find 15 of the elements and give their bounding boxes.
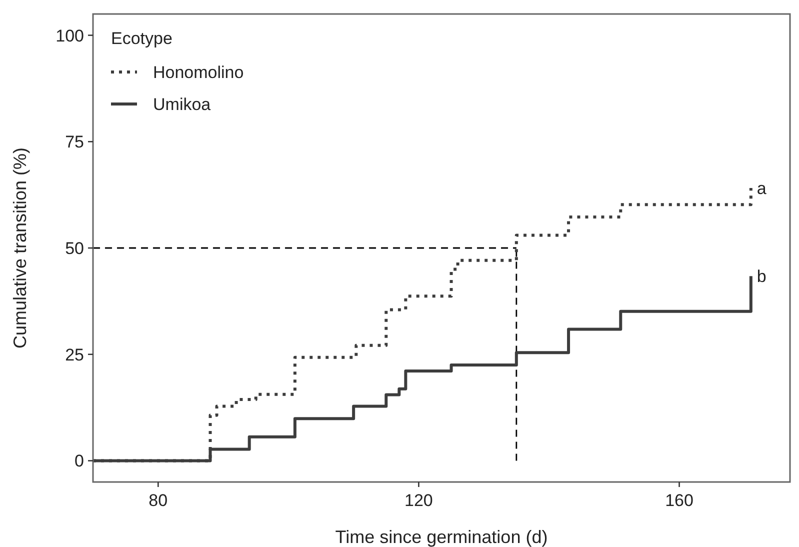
legend-label: Umikoa bbox=[153, 95, 212, 114]
y-tick-label: 25 bbox=[65, 345, 84, 364]
legend-title: Ecotype bbox=[111, 29, 172, 48]
y-axis-title: Cumulative transition (%) bbox=[10, 147, 30, 349]
x-tick-label: 160 bbox=[665, 491, 694, 510]
y-tick-label: 0 bbox=[74, 452, 84, 471]
x-tick-label: 80 bbox=[148, 491, 168, 510]
y-tick-label: 50 bbox=[65, 239, 84, 258]
y-tick-label: 75 bbox=[65, 132, 84, 152]
y-tick-label: 100 bbox=[56, 26, 84, 46]
annotation: b bbox=[756, 267, 766, 286]
legend-label: Honomolino bbox=[153, 63, 244, 82]
x-tick-label: 120 bbox=[404, 491, 433, 510]
annotation: a bbox=[756, 179, 767, 198]
x-axis-title: Time since germination (d) bbox=[335, 527, 548, 547]
